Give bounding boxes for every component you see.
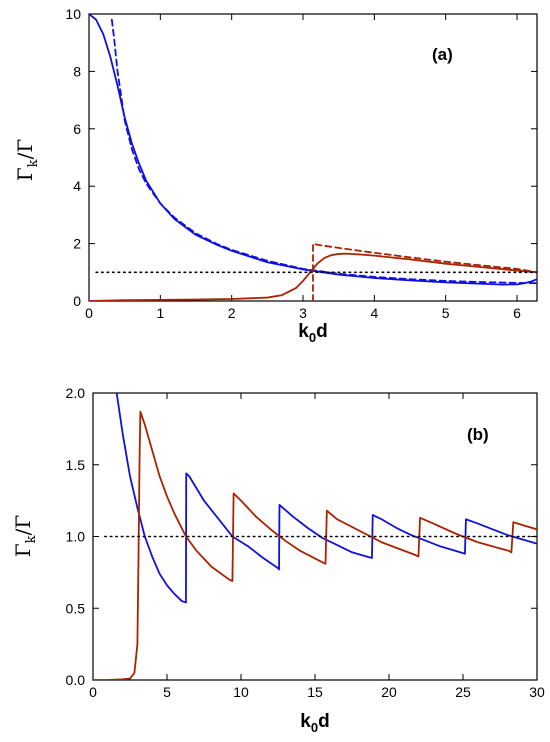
x-tick-label-b: 5 [163, 684, 171, 700]
y-axis-title-a: Γk/Γ [13, 139, 41, 182]
x-tick-label-a: 0 [85, 305, 93, 321]
series-blue-dashed-a [110, 18, 537, 285]
series-blue-solid-b [115, 393, 537, 604]
y-tick-label-b: 1.0 [66, 529, 86, 545]
x-tick-label-b: 25 [455, 684, 471, 700]
x-tick-label-b: 15 [307, 684, 323, 700]
y-tick-label-a: 4 [73, 178, 81, 194]
y-tick-label-a: 0 [73, 293, 81, 309]
x-tick-label-a: 2 [228, 305, 236, 321]
y-axis-title-b: Γk/Γ [11, 515, 39, 558]
x-axis-title-b: k0d [300, 711, 329, 735]
y-tick-label-b: 0.5 [66, 600, 86, 616]
y-tick-label-a: 6 [73, 121, 81, 137]
x-tick-label-b: 20 [381, 684, 397, 700]
y-tick-label-a: 10 [65, 6, 81, 22]
y-tick-label-b: 2.0 [66, 385, 86, 401]
x-axis-title-a: k0d [298, 321, 327, 345]
y-tick-label-a: 8 [73, 63, 81, 79]
panel-label-b: (b) [467, 425, 489, 444]
y-tick-label-b: 1.5 [66, 457, 86, 473]
x-tick-label-a: 3 [299, 305, 307, 321]
series-blue-solid-a [89, 14, 537, 286]
panel-a: 0 1 2 3 4 5 6 0 2 4 6 8 10 (a) k0d Γk/Γ [13, 6, 538, 345]
panel-b: 0 5 10 15 20 25 30 0.0 0.5 1.0 1.5 2.0 (b) k0d Γk/Γ [11, 385, 545, 735]
series-red-solid-b [93, 410, 537, 680]
x-tick-label-b: 10 [233, 684, 249, 700]
series-red-solid-a [89, 252, 537, 301]
x-tick-label-a: 1 [156, 305, 164, 321]
y-tick-label-b: 0.0 [66, 672, 86, 688]
y-tick-label-a: 2 [73, 236, 81, 252]
x-tick-label-a: 5 [442, 305, 450, 321]
series-red-dashed-a [312, 242, 537, 301]
panel-label-a: (a) [432, 45, 453, 64]
x-tick-label-a: 4 [370, 305, 378, 321]
x-tick-label-b: 30 [529, 684, 545, 700]
x-tick-label-b: 0 [89, 684, 97, 700]
x-tick-label-a: 6 [513, 305, 521, 321]
